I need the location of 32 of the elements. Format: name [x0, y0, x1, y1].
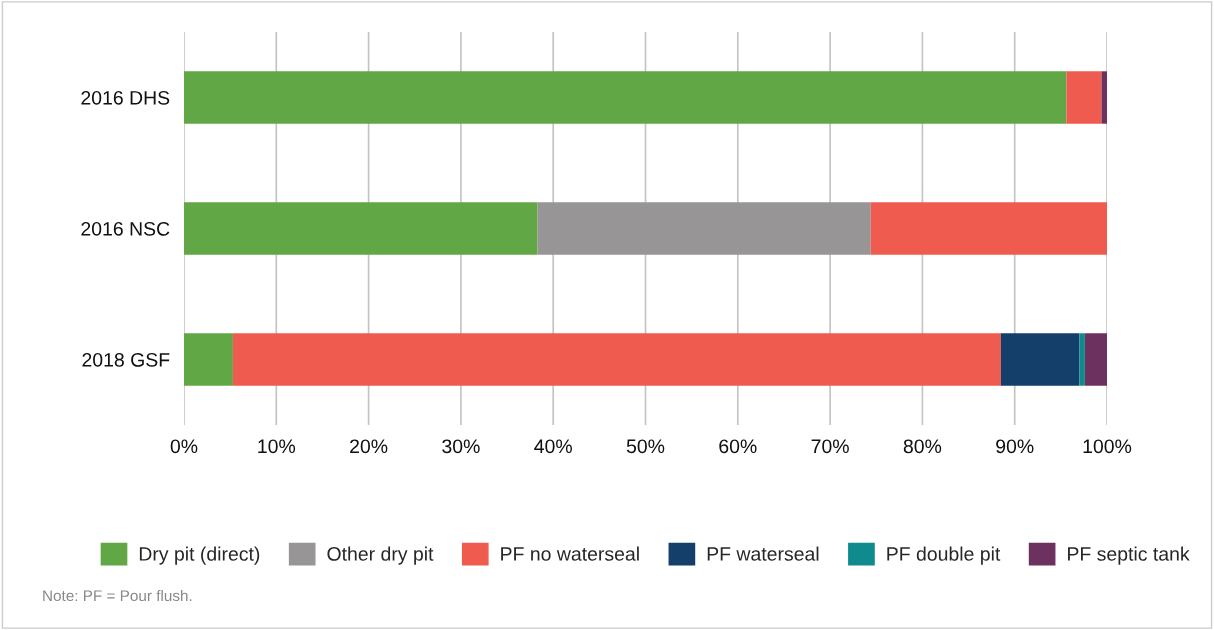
bar [1101, 71, 1107, 124]
bar [1000, 333, 1080, 386]
bar [870, 202, 1107, 255]
x-tick-label: 30% [442, 439, 480, 454]
x-tick-label: 70% [811, 439, 849, 454]
bar [184, 333, 233, 386]
bar [184, 71, 1067, 124]
y-tick-label: 2016 DHS [81, 90, 170, 105]
x-tick-label: 60% [719, 439, 757, 454]
legend-label: Dry pit (direct) [139, 546, 260, 565]
text: Note: PF = Pour flush. [43, 589, 192, 602]
legend-label: PF waterseal [707, 546, 819, 561]
legend-label: PF septic tank [1068, 546, 1190, 565]
legend-label: PF double pit [887, 546, 1001, 565]
legend-label: Other dry pit [327, 546, 434, 565]
x-tick-label: 100% [1083, 439, 1132, 454]
bar [1066, 71, 1102, 124]
x-tick-label: 80% [903, 439, 942, 454]
bar [232, 333, 1001, 386]
x-tick-label: 10% [258, 439, 296, 454]
x-tick-label: 40% [534, 439, 572, 454]
x-tick-label: 50% [626, 439, 665, 454]
x-tick-label: 20% [350, 439, 388, 454]
bar [184, 202, 538, 255]
y-tick-label: 2016 NSC [81, 221, 170, 236]
bar [1084, 333, 1107, 386]
bar [1079, 333, 1085, 386]
legend-label: PF no waterseal [501, 546, 639, 561]
x-tick-label: 90% [996, 439, 1034, 454]
y-tick-label: 2018 GSF [82, 352, 170, 367]
bar [537, 202, 871, 255]
x-tick-label: 0% [170, 439, 198, 454]
